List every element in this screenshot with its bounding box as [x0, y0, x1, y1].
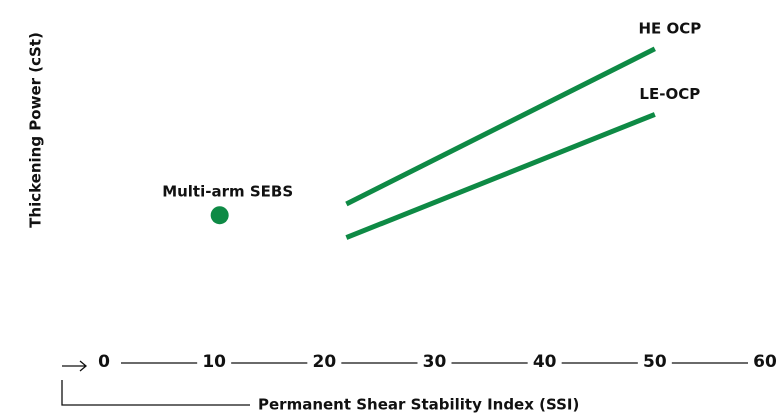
x-tick-label: 20	[312, 352, 336, 372]
x-axis-label: Permanent Shear Stability Index (SSI)	[258, 396, 579, 414]
point-label: Multi-arm SEBS	[162, 183, 293, 201]
series-label: HE OCP	[638, 19, 701, 37]
point	[210, 206, 229, 225]
x-tick-label: 60	[753, 352, 777, 372]
y-axis-label: Thickening Power (cSt)	[27, 32, 45, 228]
series-line	[345, 46, 656, 207]
series-label: LE-OCP	[639, 85, 700, 103]
x-tick-label: 10	[202, 352, 226, 372]
x-tick-label: 40	[533, 352, 557, 372]
x-tick-label: 30	[423, 352, 447, 372]
x-tick-label: 0	[98, 352, 110, 372]
series-line	[345, 112, 656, 240]
x-tick-label: 50	[643, 352, 667, 372]
axis-bracket	[61, 360, 250, 406]
